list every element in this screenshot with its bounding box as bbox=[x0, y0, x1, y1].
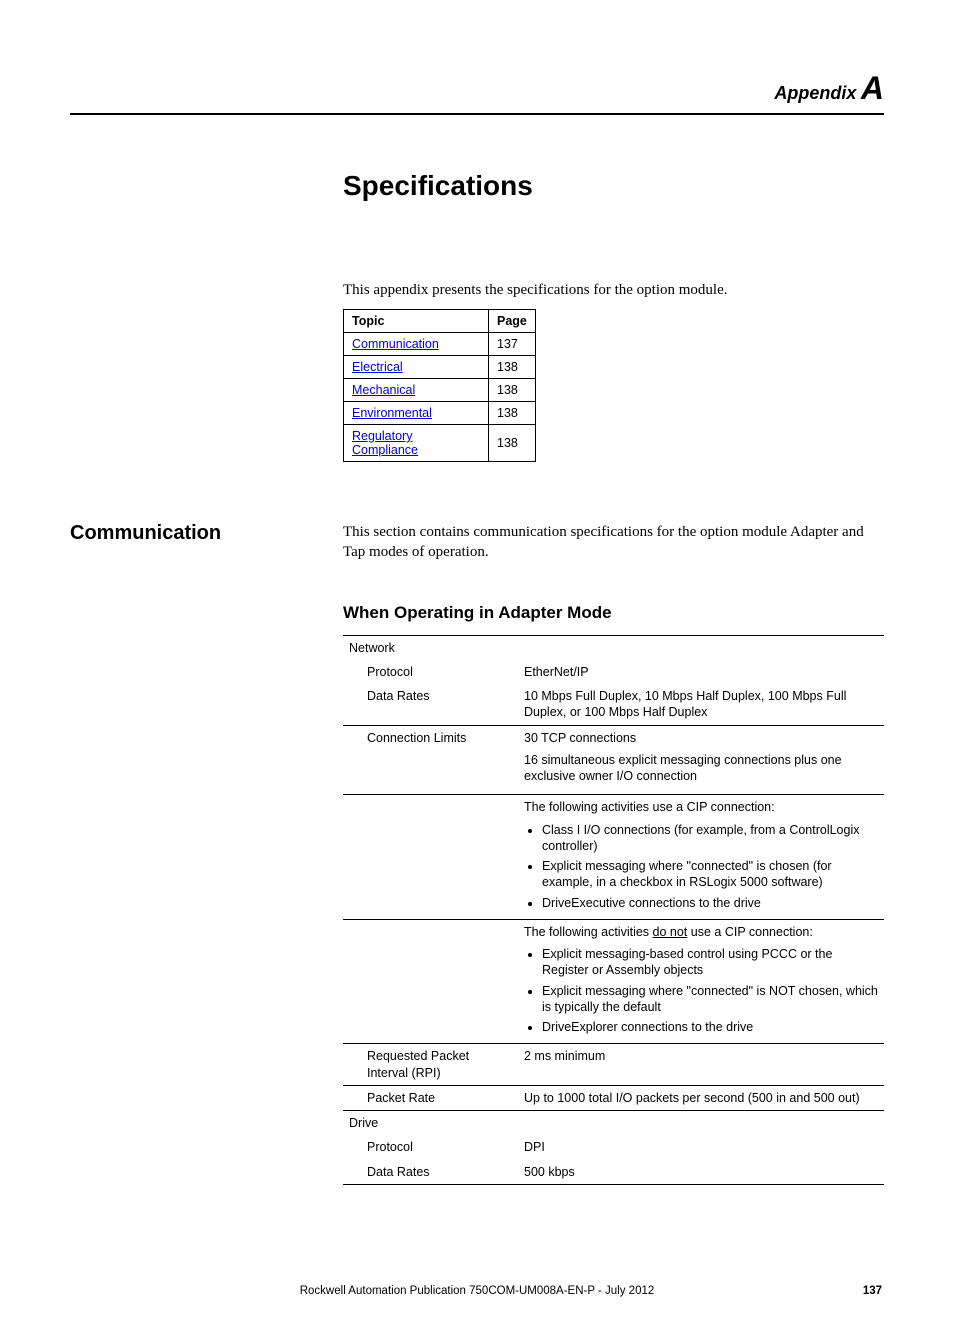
toc-link-electrical[interactable]: Electrical bbox=[352, 360, 403, 374]
spec-row-label: Drive bbox=[343, 1111, 518, 1136]
spec-row-value: 500 kbps bbox=[518, 1160, 884, 1185]
spec-row-label: Network bbox=[343, 635, 518, 660]
spec-row-label bbox=[343, 919, 518, 1044]
toc-page: 138 bbox=[489, 379, 536, 402]
appendix-header: Appendix A bbox=[70, 70, 884, 115]
spec-value-line: The following activities do not use a CI… bbox=[524, 924, 878, 940]
spec-row-label: Data Rates bbox=[349, 688, 512, 704]
toc-page: 138 bbox=[489, 356, 536, 379]
spec-row-value: 2 ms minimum bbox=[518, 1044, 884, 1086]
toc-row: Environmental 138 bbox=[344, 402, 536, 425]
subsection-heading: When Operating in Adapter Mode bbox=[343, 603, 884, 623]
text: use a CIP connection: bbox=[687, 925, 813, 939]
appendix-letter: A bbox=[861, 70, 884, 106]
spec-row-value: DPI bbox=[518, 1135, 884, 1159]
spec-row-label: Packet Rate bbox=[349, 1090, 512, 1106]
footer-page-number: 137 bbox=[842, 1285, 882, 1297]
text: The following activities bbox=[524, 925, 653, 939]
toc-header-page: Page bbox=[489, 310, 536, 333]
intro-text: This appendix presents the specification… bbox=[343, 282, 884, 299]
text-underline: do not bbox=[653, 925, 688, 939]
spec-row-value: Up to 1000 total I/O packets per second … bbox=[518, 1085, 884, 1110]
spec-value-line: 30 TCP connections bbox=[524, 730, 878, 746]
spec-bullet: Explicit messaging where "connected" is … bbox=[542, 983, 878, 1016]
footer-publication: Rockwell Automation Publication 750COM-U… bbox=[112, 1285, 842, 1297]
spec-row-label: Protocol bbox=[349, 664, 512, 680]
spec-value-line: 16 simultaneous explicit messaging conne… bbox=[524, 752, 878, 785]
spec-row-value bbox=[518, 1111, 884, 1136]
spec-row-label: Connection Limits bbox=[349, 730, 512, 746]
toc-row: Electrical 138 bbox=[344, 356, 536, 379]
toc-link-communication[interactable]: Communication bbox=[352, 337, 439, 351]
section-heading-communication: Communication bbox=[70, 522, 343, 545]
spec-row-value: The following activities use a CIP conne… bbox=[518, 795, 884, 920]
toc-header-topic: Topic bbox=[344, 310, 489, 333]
spec-row-value: 10 Mbps Full Duplex, 10 Mbps Half Duplex… bbox=[518, 684, 884, 725]
toc-page: 137 bbox=[489, 333, 536, 356]
spec-row-label: Requested Packet Interval (RPI) bbox=[349, 1048, 512, 1081]
spec-row-value bbox=[518, 635, 884, 660]
toc-link-mechanical[interactable]: Mechanical bbox=[352, 383, 415, 397]
toc-page: 138 bbox=[489, 402, 536, 425]
toc-link-environmental[interactable]: Environmental bbox=[352, 406, 432, 420]
spec-row-label bbox=[343, 795, 518, 920]
spec-row-label: Data Rates bbox=[349, 1164, 512, 1180]
spec-bullet: Explicit messaging where "connected" is … bbox=[542, 858, 878, 891]
spec-bullet: Explicit messaging-based control using P… bbox=[542, 946, 878, 979]
section-body: This section contains communication spec… bbox=[343, 522, 884, 563]
spec-row-value: The following activities do not use a CI… bbox=[518, 919, 884, 1044]
page-title: Specifications bbox=[343, 170, 884, 202]
toc-link-regulatory[interactable]: Regulatory Compliance bbox=[352, 429, 418, 457]
toc-row: Communication 137 bbox=[344, 333, 536, 356]
spec-row-label: Protocol bbox=[349, 1139, 512, 1155]
toc-table: Topic Page Communication 137 Electrical … bbox=[343, 309, 536, 462]
toc-page: 138 bbox=[489, 425, 536, 462]
appendix-label: Appendix bbox=[774, 83, 856, 103]
spec-bullet: Class I I/O connections (for example, fr… bbox=[542, 822, 878, 855]
spec-table: Network Protocol EtherNet/IP Data Rates … bbox=[343, 635, 884, 1185]
toc-row: Mechanical 138 bbox=[344, 379, 536, 402]
spec-bullet: DriveExecutive connections to the drive bbox=[542, 895, 878, 911]
spec-row-value: EtherNet/IP bbox=[518, 660, 884, 684]
spec-value-line: The following activities use a CIP conne… bbox=[524, 799, 878, 815]
spec-row-value: 30 TCP connections 16 simultaneous expli… bbox=[518, 725, 884, 795]
page-footer: Rockwell Automation Publication 750COM-U… bbox=[70, 1285, 884, 1297]
toc-row: Regulatory Compliance 138 bbox=[344, 425, 536, 462]
spec-bullet: DriveExplorer connections to the drive bbox=[542, 1019, 878, 1035]
